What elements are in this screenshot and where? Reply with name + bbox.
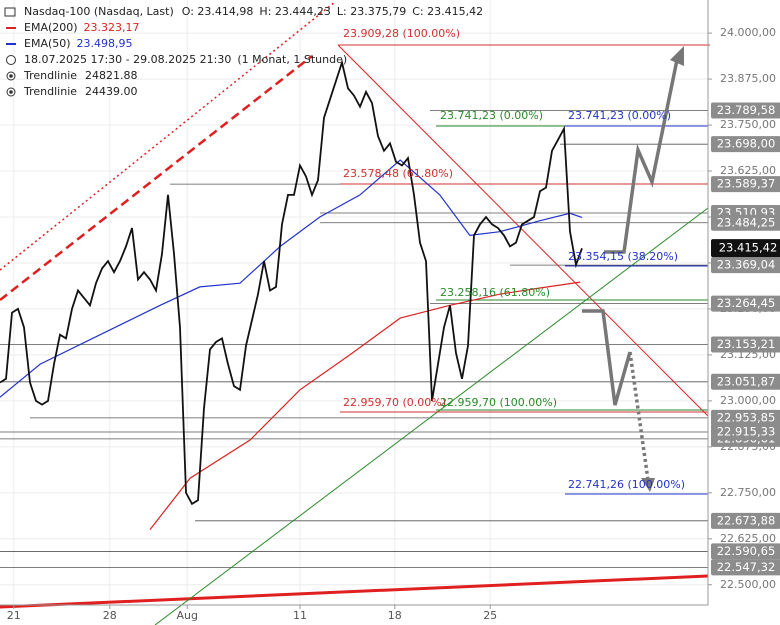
- level-badge: [711, 373, 780, 390]
- fib-label: 23.741,23 (0.00%): [568, 109, 671, 122]
- legend-entry: EMA(200) 23.323,17: [24, 21, 140, 34]
- clock-icon: [6, 55, 16, 65]
- legend-name: EMA(200): [24, 21, 78, 34]
- legend-value: 23.323,17: [84, 21, 140, 34]
- trendline: [337, 44, 709, 417]
- arrowhead: [641, 478, 655, 492]
- trend-icon: [6, 71, 16, 81]
- level-label: 23.484,25: [717, 215, 776, 229]
- level-badge: [711, 257, 780, 274]
- trendline-name: Trendlinie: [23, 69, 77, 82]
- level-label: 22.673,88: [717, 513, 776, 527]
- legend-entry: EMA(50) 23.498,95: [24, 37, 133, 50]
- last-label: 23.415,42: [719, 241, 778, 255]
- trendline: [0, 1, 336, 271]
- ohlc: C: 23.415,42: [412, 5, 483, 18]
- y-tick-label: 22.750,00: [720, 486, 776, 499]
- trendline-entry: Trendlinie 24821.88: [23, 69, 138, 82]
- level-badge: [711, 559, 780, 576]
- legend-name: EMA(50): [24, 37, 71, 50]
- level-label: 23.051,87: [717, 374, 776, 388]
- trendline: [0, 574, 709, 609]
- level-label: 23.369,04: [717, 258, 776, 272]
- level-badge: [711, 336, 780, 353]
- ema-line: [149, 281, 581, 530]
- level-label: 22.547,32: [717, 560, 776, 574]
- scenario-arrow: [604, 54, 680, 254]
- level-badge: [711, 214, 780, 231]
- level-label: 22.590,65: [717, 544, 776, 558]
- level-label: 23.789,58: [717, 103, 776, 117]
- trendline-value: 24821.88: [85, 69, 138, 82]
- y-tick-label: 23.625,00: [720, 164, 776, 177]
- fib-label: 22.959,70 (100.00%): [440, 396, 557, 409]
- level-label: 22.915,33: [717, 425, 776, 439]
- ohlc: H: 23.444,23: [259, 5, 330, 18]
- scenario-arrow: [582, 309, 632, 406]
- period-note: (1 Monat, 1 Stunde): [237, 53, 347, 66]
- legend: Nasdaq-100 (Nasdaq, Last) O: 23.414,98 H: …: [4, 5, 483, 98]
- x-tick-label: Aug: [176, 609, 197, 622]
- trendline: [154, 207, 709, 625]
- chart-title: Nasdaq-100 (Nasdaq, Last) O: 23.414,98 H: …: [24, 5, 483, 18]
- axis-labels: 22.500,0022.625,0022.750,0022.875,0023.0…: [7, 26, 780, 622]
- last-badge: [711, 239, 780, 258]
- x-tick-label: 21: [7, 609, 21, 622]
- level-label: 23.264,45: [717, 296, 776, 310]
- trend-icon: [9, 90, 13, 94]
- trendline: [0, 55, 313, 301]
- level-badge: [711, 102, 780, 119]
- y-tick-label: 23.000,00: [720, 394, 776, 407]
- trend-icon: [6, 87, 16, 97]
- level-badge: [711, 136, 780, 153]
- title: Nasdaq-100 (Nasdaq, Last): [24, 5, 174, 18]
- level-badge: [711, 295, 780, 312]
- trendline-name: Trendlinie: [23, 85, 77, 98]
- level-label: 23.698,00: [717, 137, 776, 151]
- level-badge: [711, 424, 780, 441]
- level-label: 23.153,21: [717, 337, 776, 351]
- y-tick-label: 23.875,00: [720, 72, 776, 85]
- fib-label: 23.578,48 (61.80%): [343, 167, 453, 180]
- x-tick-label: 11: [293, 609, 307, 622]
- fib-label: 23.354,15 (38.20%): [568, 250, 678, 263]
- y-tick-label: 22.625,00: [720, 532, 776, 545]
- period: 18.07.2025 17:30 - 29.08.2025 21:30 (1 Mo…: [24, 53, 347, 66]
- ema-line: [0, 159, 583, 398]
- fib-label: 23.909,28 (100.00%): [343, 27, 460, 40]
- trendline-value: 24439.00: [85, 85, 138, 98]
- ohlc: L: 23.375,79: [337, 5, 406, 18]
- level-label: 23.589,37: [717, 177, 776, 191]
- y-tick-label: 22.500,00: [720, 578, 776, 591]
- ohlc: O: 23.414,98: [182, 5, 254, 18]
- x-tick-label: 28: [103, 609, 117, 622]
- level-badge: [711, 543, 780, 560]
- x-tick-label: 18: [388, 609, 402, 622]
- fib-label: 23.258,16 (61.80%): [440, 286, 550, 299]
- period-range: 18.07.2025 17:30 - 29.08.2025 21:30: [24, 53, 231, 66]
- level-badge: [711, 409, 780, 426]
- trend-icon: [9, 74, 13, 78]
- trendline-entry: Trendlinie 24439.00: [23, 85, 138, 98]
- arrowhead: [670, 46, 684, 66]
- fib-label: 22.741,26 (100.00%): [568, 478, 685, 491]
- x-tick-label: 25: [483, 609, 497, 622]
- series: [0, 59, 583, 530]
- fib-label: 22.959,70 (0.00%): [343, 396, 446, 409]
- fib-label: 23.741,23 (0.00%): [440, 109, 543, 122]
- chart-icon: [4, 7, 16, 17]
- legend-value: 23.498,95: [77, 37, 133, 50]
- y-tick-label: 24.000,00: [720, 26, 776, 39]
- level-badge: [711, 512, 780, 529]
- y-tick-label: 23.750,00: [720, 118, 776, 131]
- price-line: [0, 59, 583, 506]
- level-badge: [711, 176, 780, 193]
- level-label: 22.953,85: [717, 410, 776, 424]
